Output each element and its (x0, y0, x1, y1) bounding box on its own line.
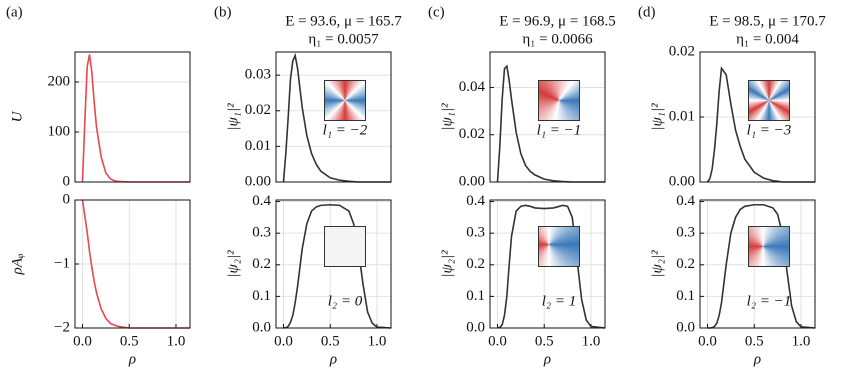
y-tick-label: −2 (54, 319, 70, 335)
y-tick-label: 0.2 (466, 256, 485, 272)
y-axis-label: |ψ₁|² (225, 103, 241, 131)
x-tick-label: 0.0 (698, 333, 717, 349)
axes-frame (275, 199, 392, 329)
y-tick-label: 0.0 (466, 319, 485, 335)
y-tick-label: 0.00 (245, 173, 271, 189)
axes-frame (699, 199, 816, 329)
y-tick-label: 0.4 (252, 193, 271, 209)
phase-inset (748, 226, 790, 267)
chart-subtitle: η₁ = 0.004 (736, 31, 799, 47)
y-axis-label: ρAᵩ (9, 253, 25, 275)
y-tick-label: 0.02 (459, 126, 485, 142)
y-tick-label: 0.3 (676, 225, 695, 241)
y-tick-label: −1 (54, 255, 70, 271)
x-tick-label: 0.5 (745, 333, 764, 349)
y-tick-label: 0.1 (252, 288, 271, 304)
x-tick-label: 1.0 (792, 333, 811, 349)
panel-label: (d) (638, 4, 656, 20)
x-axis-label: ρ (329, 351, 337, 367)
x-axis-label: ρ (753, 351, 761, 367)
y-tick-label: 0.3 (466, 225, 485, 241)
line (497, 204, 606, 329)
y-tick-label: 100 (48, 123, 71, 139)
x-axis-label: ρ (543, 351, 551, 367)
y-tick-label: 0.1 (676, 288, 695, 304)
axes-frame (489, 199, 606, 329)
panel-label: (c) (428, 4, 445, 20)
y-axis-label: |ψ₂|² (649, 250, 665, 278)
y-tick-label: 0.02 (245, 102, 271, 118)
axes-frame (699, 51, 816, 183)
y-axis-label: |ψ₁|² (649, 103, 665, 131)
y-tick-label: 0 (63, 191, 71, 207)
y-tick-label: 0.0 (676, 319, 695, 335)
x-tick-label: 0.0 (488, 333, 507, 349)
y-tick-label: 0.2 (676, 256, 695, 272)
inset-label: l₁ = −2 (323, 122, 368, 138)
x-tick-label: 1.0 (368, 333, 387, 349)
inset-label: l₁ = −3 (747, 122, 792, 138)
panel-label: (a) (6, 4, 23, 20)
y-tick-label: 0.04 (459, 79, 486, 95)
axes-frame (275, 51, 392, 183)
y-tick-label: 0.00 (459, 173, 485, 189)
panel-label: (b) (214, 4, 232, 20)
axes-frame (74, 199, 191, 329)
x-tick-label: 0.5 (321, 333, 340, 349)
chart-subtitle: η₁ = 0.0066 (522, 31, 593, 47)
inset-label: l₂ = 1 (542, 293, 577, 309)
y-tick-label: 0.01 (669, 108, 695, 124)
chart-title: E = 96.9, μ = 168.5 (499, 13, 616, 29)
line (707, 203, 816, 329)
y-tick-label: 0.3 (252, 225, 271, 241)
axes-frame (489, 51, 606, 183)
inset-label: l₂ = −1 (747, 293, 792, 309)
chart-subtitle: η₁ = 0.0057 (308, 31, 379, 47)
phase-inset (538, 226, 580, 267)
y-tick-label: 0 (63, 173, 71, 189)
y-tick-label: 200 (48, 73, 71, 89)
phase-inset (748, 80, 790, 121)
x-axis-label: ρ (128, 351, 136, 367)
y-tick-label: 0.1 (466, 288, 485, 304)
y-tick-label: 0.0 (252, 319, 271, 335)
x-tick-label: 0.5 (535, 333, 554, 349)
y-tick-label: 0.2 (252, 256, 271, 272)
x-tick-label: 1.0 (167, 333, 186, 349)
y-axis-label: |ψ₁|² (439, 103, 455, 131)
x-tick-label: 0.0 (274, 333, 293, 349)
axes-frame (74, 51, 191, 183)
line (81, 54, 190, 183)
phase-inset (324, 80, 366, 121)
x-tick-label: 1.0 (582, 333, 601, 349)
y-tick-label: 0.4 (466, 193, 485, 209)
line (283, 203, 392, 329)
phase-inset (538, 80, 580, 121)
y-tick-label: 0.00 (669, 173, 695, 189)
chart-title: E = 93.6, μ = 165.7 (285, 13, 402, 29)
y-tick-label: 0.02 (669, 43, 695, 59)
y-tick-label: 0.01 (245, 138, 271, 154)
y-tick-label: 0.03 (245, 67, 271, 83)
y-axis-label: U (9, 110, 25, 122)
y-axis-label: |ψ₂|² (439, 250, 455, 278)
chart-title: E = 98.5, μ = 170.7 (709, 13, 826, 29)
phase-inset (324, 226, 366, 267)
inset-label: l₁ = −1 (537, 122, 582, 138)
x-tick-label: 0.0 (73, 333, 92, 349)
y-tick-label: 0.4 (676, 193, 695, 209)
inset-label: l₂ = 0 (328, 293, 363, 309)
x-tick-label: 0.5 (120, 333, 139, 349)
y-axis-label: |ψ₂|² (225, 250, 241, 278)
